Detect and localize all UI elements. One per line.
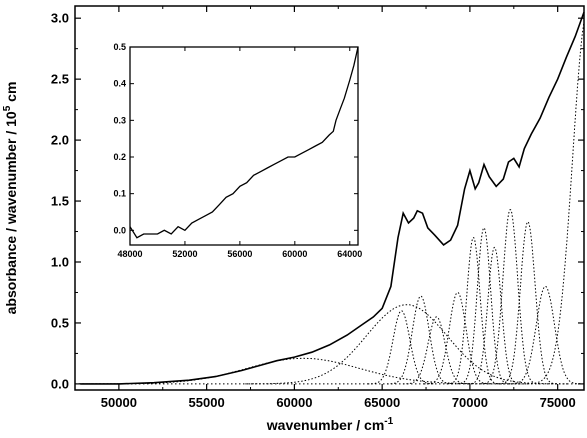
inset-spectrum-line xyxy=(129,46,359,239)
component-band-8 xyxy=(467,246,522,385)
component-band-7 xyxy=(457,227,511,385)
y-tick-label-0: 0.0 xyxy=(51,376,69,391)
inset-axis-ticks: 48000 52000 56000 60000 64000 0.0 0.1 0.2 0.3 0.4… xyxy=(113,42,362,259)
x-axis-label: wavenumber / cm-1 xyxy=(266,416,394,433)
y-tick-label-3: 1.5 xyxy=(51,194,69,209)
component-band-6 xyxy=(446,236,501,385)
main-spectrum-line xyxy=(80,11,585,385)
component-band-10 xyxy=(498,221,558,385)
inset-x-tick-label-4: 64000 xyxy=(337,249,362,259)
x-tick-label-0: 50000 xyxy=(101,395,137,410)
inset-y-tick-label-2: 0.2 xyxy=(113,152,126,162)
inset-y-tick-label-0: 0.0 xyxy=(113,225,126,235)
component-band-11 xyxy=(508,285,582,385)
y-tick-label-4: 2.0 xyxy=(51,133,69,148)
y-axis-label: absorbance / wavenumber / 105 cm xyxy=(2,82,19,315)
x-tick-label-2: 60000 xyxy=(276,395,312,410)
inset-x-tick-label-2: 56000 xyxy=(227,249,252,259)
x-tick-label-3: 65000 xyxy=(364,395,400,410)
inset-y-tick-label-4: 0.4 xyxy=(113,79,126,89)
y-tick-label-6: 3.0 xyxy=(51,11,69,26)
inset-x-tick-label-1: 52000 xyxy=(172,249,197,259)
x-tick-label-5: 75000 xyxy=(540,395,576,410)
component-band-3 xyxy=(387,295,455,385)
inset-background xyxy=(130,47,358,245)
main-axis-ticks: 50000 55000 60000 65000 70000 75000 0.0 0.5 1.0 1… xyxy=(51,6,584,410)
component-band-5 xyxy=(423,291,492,385)
component-band-9 xyxy=(480,208,540,385)
inset-plot-frame xyxy=(129,46,359,246)
inset-y-tick-label-5: 0.5 xyxy=(113,42,126,52)
y-tick-label-1: 0.5 xyxy=(51,315,69,330)
inset-y-tick-label-1: 0.1 xyxy=(113,189,126,199)
component-band-12 xyxy=(527,22,585,385)
y-tick-label-2: 1.0 xyxy=(51,255,69,270)
y-tick-label-5: 2.5 xyxy=(51,72,69,87)
main-plot-frame xyxy=(74,5,585,391)
inset-x-tick-label-3: 60000 xyxy=(282,249,307,259)
component-band-2 xyxy=(367,310,436,385)
x-tick-label-4: 70000 xyxy=(452,395,488,410)
component-band-4 xyxy=(402,316,471,385)
x-tick-label-1: 55000 xyxy=(189,395,225,410)
inset-y-tick-label-3: 0.3 xyxy=(113,115,126,125)
component-band-1 xyxy=(245,304,569,385)
inset-x-tick-label-0: 48000 xyxy=(117,249,142,259)
